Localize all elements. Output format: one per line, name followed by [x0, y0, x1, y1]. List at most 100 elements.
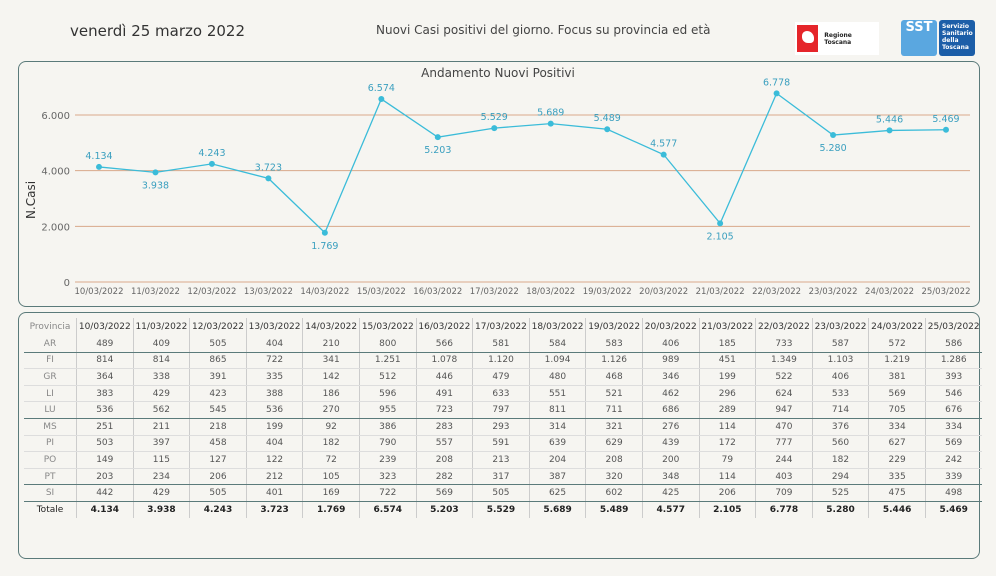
value-cell: 199 — [245, 418, 303, 436]
value-cell: 989 — [641, 352, 700, 370]
value-cell: 439 — [641, 435, 700, 453]
value-cell: 169 — [302, 484, 360, 502]
value-cell: 321 — [585, 418, 643, 436]
total-cell: 5.280 — [811, 500, 869, 518]
value-cell: 72 — [302, 451, 360, 469]
province-cell: MS — [24, 418, 77, 436]
value-cell: 1.094 — [528, 352, 586, 370]
chart-panel — [18, 61, 980, 307]
total-label: Totale — [24, 500, 77, 518]
column-header: 24/03/2022 — [868, 318, 926, 336]
table-header-row: Provincia 10/03/2022 11/03/2022 12/03/2022 1… — [24, 318, 982, 336]
value-cell: 572 — [868, 336, 926, 353]
value-cell: 229 — [868, 451, 926, 469]
value-cell: 814 — [132, 352, 190, 370]
chart-title: Andamento Nuovi Positivi — [421, 66, 575, 80]
value-cell: 406 — [811, 368, 869, 386]
province-cell: SI — [24, 484, 77, 502]
value-cell: 546 — [924, 385, 982, 403]
value-cell: 480 — [528, 368, 586, 386]
table-row: MS 251 211 218 199 92 386 283 293 314 321 276 114 470… — [24, 418, 982, 436]
value-cell: 584 — [528, 336, 586, 353]
total-cell: 3.938 — [132, 500, 190, 518]
value-cell: 458 — [189, 435, 247, 453]
value-cell: 182 — [302, 435, 360, 453]
value-cell: 341 — [302, 352, 360, 370]
value-cell: 388 — [245, 385, 303, 403]
value-cell: 525 — [811, 484, 869, 502]
total-cell: 4.243 — [189, 500, 247, 518]
province-cell: GR — [24, 368, 77, 386]
table-row: LI 383 429 423 388 186 596 491 633 551 521 462 296 62… — [24, 385, 982, 403]
total-cell: 5.529 — [472, 500, 530, 518]
value-cell: 814 — [76, 352, 134, 370]
column-header: 22/03/2022 — [755, 318, 813, 336]
table-row: SI 442 429 505 401 169 722 569 505 625 602 425 206 70… — [24, 484, 982, 502]
total-cell: 4.134 — [76, 500, 134, 518]
value-cell: 811 — [528, 401, 586, 419]
value-cell: 404 — [245, 336, 303, 353]
value-cell: 462 — [641, 385, 700, 403]
logo-regione-text: Regione Toscana — [824, 31, 852, 46]
value-cell: 338 — [132, 368, 190, 386]
value-cell: 212 — [245, 468, 303, 486]
value-cell: 391 — [189, 368, 247, 386]
value-cell: 686 — [641, 401, 700, 419]
column-header: 10/03/2022 — [76, 318, 134, 336]
value-cell: 376 — [811, 418, 869, 436]
value-cell: 289 — [698, 401, 756, 419]
value-cell: 722 — [245, 352, 303, 370]
value-cell: 639 — [528, 435, 586, 453]
value-cell: 386 — [358, 418, 417, 436]
province-cell: LI — [24, 385, 77, 403]
value-cell: 204 — [528, 451, 586, 469]
province-cell: PI — [24, 435, 77, 453]
value-cell: 282 — [415, 468, 473, 486]
value-cell: 213 — [472, 451, 530, 469]
value-cell: 587 — [811, 336, 869, 353]
value-cell: 633 — [472, 385, 530, 403]
table-row: PO 149 115 127 122 72 239 208 213 204 208 200 79 244 1… — [24, 451, 982, 469]
value-cell: 790 — [358, 435, 417, 453]
value-cell: 127 — [189, 451, 247, 469]
value-cell: 505 — [472, 484, 530, 502]
value-cell: 714 — [811, 401, 869, 419]
value-cell: 562 — [132, 401, 190, 419]
value-cell: 1.251 — [358, 352, 417, 370]
value-cell: 1.286 — [924, 352, 982, 370]
value-cell: 1.126 — [585, 352, 643, 370]
total-cell: 1.769 — [302, 500, 360, 518]
value-cell: 1.103 — [811, 352, 869, 370]
value-cell: 283 — [415, 418, 473, 436]
value-cell: 409 — [132, 336, 190, 353]
column-header: 19/03/2022 — [585, 318, 643, 336]
table-row: LU 536 562 545 536 270 955 723 797 811 711 686 289 94… — [24, 401, 982, 419]
table-row: GR 364 338 391 335 142 512 446 479 480 468 346 199 52… — [24, 368, 982, 386]
value-cell: 294 — [811, 468, 869, 486]
total-cell: 3.723 — [245, 500, 303, 518]
column-header: 25/03/2022 — [924, 318, 982, 336]
value-cell: 470 — [755, 418, 813, 436]
table-row: PT 203 234 206 212 105 323 282 317 387 320 348 114 40… — [24, 468, 982, 486]
value-cell: 293 — [472, 418, 530, 436]
value-cell: 317 — [472, 468, 530, 486]
column-header: 12/03/2022 — [189, 318, 247, 336]
value-cell: 200 — [641, 451, 700, 469]
value-cell: 536 — [76, 401, 134, 419]
sst-logo-text: Servizio Sanitario della Toscana — [939, 20, 975, 56]
value-cell: 115 — [132, 451, 190, 469]
report-title: Nuovi Casi positivi del giorno. Focus su… — [376, 23, 711, 37]
column-header: 14/03/2022 — [302, 318, 360, 336]
value-cell: 172 — [698, 435, 756, 453]
value-cell: 468 — [585, 368, 643, 386]
total-cell: 5.446 — [868, 500, 926, 518]
province-cell: PO — [24, 451, 77, 469]
value-cell: 583 — [585, 336, 643, 353]
total-row: Totale 4.134 3.938 4.243 3.723 1.769 6.574 5.20… — [24, 500, 982, 518]
value-cell: 364 — [76, 368, 134, 386]
value-cell: 545 — [189, 401, 247, 419]
column-header: 18/03/2022 — [528, 318, 586, 336]
value-cell: 79 — [698, 451, 756, 469]
report-date: venerdì 25 marzo 2022 — [70, 22, 246, 40]
value-cell: 711 — [585, 401, 643, 419]
